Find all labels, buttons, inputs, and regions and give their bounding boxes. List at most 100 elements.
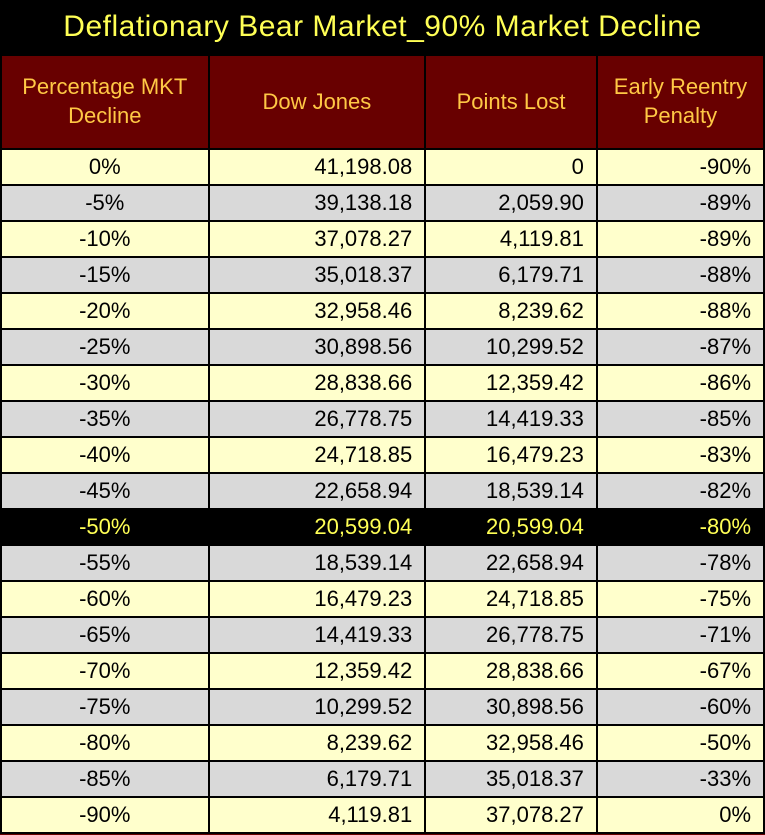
page-title: Deflationary Bear Market_90% Market Decl…: [63, 10, 702, 43]
table-body: 0% 41,198.08 0 -90% -5% 39,138.18 2,059.90 -89%…: [0, 148, 765, 834]
header-row: Percentage MKT Decline Dow Jones Points …: [0, 54, 765, 150]
table-row: -50% 20,599.04 20,599.04 -80%: [0, 508, 765, 546]
cell-market-decline: -15%: [0, 256, 210, 294]
cell-market-decline: -65%: [0, 616, 210, 654]
cell-market-decline: -60%: [0, 580, 210, 618]
cell-value: 22,658.94: [424, 544, 598, 582]
cell-value: -88%: [595, 292, 765, 330]
cell-market-decline: -10%: [0, 220, 210, 258]
cell-value: 32,958.46: [424, 724, 598, 762]
table-row: -20% 32,958.46 8,239.62 -88%: [0, 292, 765, 330]
cell-market-decline: -55%: [0, 544, 210, 582]
column-header-early-reentry-penalty: Early Reentry Penalty: [595, 54, 765, 150]
table-row: -90% 4,119.81 37,078.27 0%: [0, 796, 765, 834]
cell-value: 39,138.18: [207, 184, 427, 222]
table-row: -75% 10,299.52 30,898.56 -60%: [0, 688, 765, 726]
cell-value: 37,078.27: [424, 796, 598, 834]
cell-value: 30,898.56: [207, 328, 427, 366]
cell-value: 24,718.85: [424, 580, 598, 618]
cell-value: 24,718.85: [207, 436, 427, 474]
cell-value: -89%: [595, 184, 765, 222]
cell-value: 12,359.42: [207, 652, 427, 690]
cell-market-decline: -85%: [0, 760, 210, 798]
cell-market-decline: -5%: [0, 184, 210, 222]
table-row: -15% 35,018.37 6,179.71 -88%: [0, 256, 765, 294]
cell-value: 4,119.81: [207, 796, 427, 834]
cell-value: -90%: [595, 148, 765, 186]
table-row: -35% 26,778.75 14,419.33 -85%: [0, 400, 765, 438]
cell-value: 16,479.23: [207, 580, 427, 618]
table-row: -10% 37,078.27 4,119.81 -89%: [0, 220, 765, 258]
table-row: -55% 18,539.14 22,658.94 -78%: [0, 544, 765, 582]
table-row: -70% 12,359.42 28,838.66 -67%: [0, 652, 765, 690]
cell-market-decline: -90%: [0, 796, 210, 834]
cell-value: 12,359.42: [424, 364, 598, 402]
cell-value: 32,958.46: [207, 292, 427, 330]
cell-value: -86%: [595, 364, 765, 402]
cell-value: 0%: [595, 796, 765, 834]
cell-value: 35,018.37: [424, 760, 598, 798]
cell-value: 4,119.81: [424, 220, 598, 258]
table-row: -80% 8,239.62 32,958.46 -50%: [0, 724, 765, 762]
cell-value: -83%: [595, 436, 765, 474]
column-header-percentage-decline: Percentage MKT Decline: [0, 54, 210, 150]
cell-market-decline: -75%: [0, 688, 210, 726]
cell-value: 8,239.62: [207, 724, 427, 762]
cell-value: 14,419.33: [207, 616, 427, 654]
cell-value: 26,778.75: [207, 400, 427, 438]
table-row: -40% 24,718.85 16,479.23 -83%: [0, 436, 765, 474]
cell-value: 22,658.94: [207, 472, 427, 510]
cell-market-decline: -25%: [0, 328, 210, 366]
cell-value: 18,539.14: [207, 544, 427, 582]
table-row: -30% 28,838.66 12,359.42 -86%: [0, 364, 765, 402]
cell-market-decline: -45%: [0, 472, 210, 510]
table-row: 0% 41,198.08 0 -90%: [0, 148, 765, 186]
cell-value: 20,599.04: [424, 508, 598, 546]
cell-value: -33%: [595, 760, 765, 798]
cell-value: 6,179.71: [424, 256, 598, 294]
cell-value: 41,198.08: [207, 148, 427, 186]
cell-value: 8,239.62: [424, 292, 598, 330]
cell-value: 37,078.27: [207, 220, 427, 258]
cell-value: 18,539.14: [424, 472, 598, 510]
cell-value: 26,778.75: [424, 616, 598, 654]
cell-value: 10,299.52: [424, 328, 598, 366]
cell-value: -82%: [595, 472, 765, 510]
table-row: -25% 30,898.56 10,299.52 -87%: [0, 328, 765, 366]
cell-market-decline: -50%: [0, 508, 210, 546]
cell-value: -50%: [595, 724, 765, 762]
cell-value: -78%: [595, 544, 765, 582]
table-row: -60% 16,479.23 24,718.85 -75%: [0, 580, 765, 618]
cell-value: -87%: [595, 328, 765, 366]
cell-value: 35,018.37: [207, 256, 427, 294]
table-row: -65% 14,419.33 26,778.75 -71%: [0, 616, 765, 654]
cell-market-decline: -30%: [0, 364, 210, 402]
cell-value: 28,838.66: [207, 364, 427, 402]
data-table: Percentage MKT Decline Dow Jones Points …: [0, 54, 765, 834]
table-row: -45% 22,658.94 18,539.14 -82%: [0, 472, 765, 510]
cell-value: 14,419.33: [424, 400, 598, 438]
cell-value: -60%: [595, 688, 765, 726]
cell-value: -88%: [595, 256, 765, 294]
cell-value: 20,599.04: [207, 508, 427, 546]
cell-value: 6,179.71: [207, 760, 427, 798]
cell-value: -75%: [595, 580, 765, 618]
column-header-dow-jones: Dow Jones: [207, 54, 427, 150]
cell-market-decline: 0%: [0, 148, 210, 186]
cell-value: 30,898.56: [424, 688, 598, 726]
cell-value: 2,059.90: [424, 184, 598, 222]
cell-value: 16,479.23: [424, 436, 598, 474]
cell-market-decline: -40%: [0, 436, 210, 474]
cell-market-decline: -20%: [0, 292, 210, 330]
cell-value: -80%: [595, 508, 765, 546]
column-header-points-lost: Points Lost: [424, 54, 598, 150]
cell-market-decline: -70%: [0, 652, 210, 690]
cell-market-decline: -35%: [0, 400, 210, 438]
cell-market-decline: -80%: [0, 724, 210, 762]
cell-value: 28,838.66: [424, 652, 598, 690]
cell-value: -89%: [595, 220, 765, 258]
table-row: -85% 6,179.71 35,018.37 -33%: [0, 760, 765, 798]
table-row: -5% 39,138.18 2,059.90 -89%: [0, 184, 765, 222]
cell-value: -85%: [595, 400, 765, 438]
